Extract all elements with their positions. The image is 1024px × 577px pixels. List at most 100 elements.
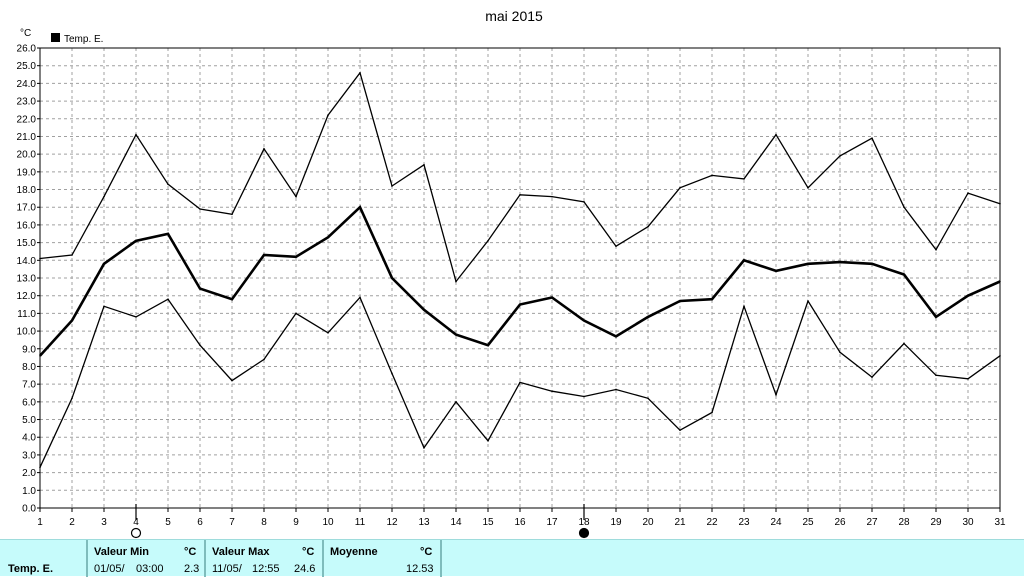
data-point-max (327, 114, 329, 117)
data-point-max (391, 185, 393, 187)
x-tick-label: 7 (229, 517, 235, 528)
data-point-mean (519, 303, 521, 306)
data-point-max (839, 155, 841, 157)
data-point-min (135, 316, 137, 318)
chart-title: mai 2015 (485, 8, 543, 24)
data-point-min (743, 305, 745, 308)
data-point-min (775, 393, 777, 396)
y-tick-label: 21.0 (17, 132, 37, 143)
grid (40, 48, 1000, 508)
data-point-max (743, 178, 745, 180)
x-tick-label: 8 (261, 517, 267, 528)
y-tick-label: 6.0 (22, 397, 36, 408)
data-point-mean (487, 344, 489, 347)
y-tick-label: 9.0 (22, 344, 36, 355)
data-point-min (839, 351, 841, 354)
data-point-max (679, 186, 681, 189)
y-tick-label: 3.0 (22, 450, 36, 461)
x-tick-label: 30 (962, 517, 974, 528)
data-point-min (615, 388, 617, 391)
y-tick-label: 17.0 (17, 203, 37, 214)
x-tick-label: 23 (738, 517, 750, 528)
x-tick-label: 12 (386, 517, 398, 528)
y-tick-label: 2.0 (22, 468, 36, 479)
x-tick-label: 5 (165, 517, 171, 528)
x-tick-label: 9 (293, 517, 299, 528)
legend-entry: Temp. E. (64, 34, 103, 45)
temperature-chart: mai 2015 °C Temp. E. 0.0 1.0 2.0 3.0 4.0 5.0 6… (17, 8, 1006, 539)
max-value: 24.6 (294, 563, 316, 575)
data-point-max (967, 192, 969, 194)
x-tick-label: 27 (866, 517, 878, 528)
max-cell: Valeur Max °C 11/05/ 12:55 24.6 (206, 540, 324, 577)
max-time: 12:55 (252, 563, 280, 575)
series-name: Temp. E. (8, 563, 54, 575)
data-point-max (871, 137, 873, 140)
max-unit: °C (302, 546, 315, 558)
data-point-max (199, 208, 201, 210)
x-axis-ticks: 1 2 3 4 5 6 7 8 9 10 11 12 13 14 15 16 17 18 19 20 21 22 23 24 2… (37, 508, 1006, 528)
data-point-min (295, 312, 297, 315)
x-tick-label: 19 (610, 517, 622, 528)
data-point-mean (935, 316, 937, 318)
data-point-min (103, 305, 105, 308)
data-point-mean (871, 263, 873, 265)
data-point-min (167, 298, 169, 301)
data-point-mean (263, 254, 265, 256)
plot-frame (39, 47, 1001, 509)
data-point-min (327, 332, 329, 334)
data-point-mean (135, 240, 137, 242)
data-point-max (71, 254, 73, 256)
data-point-max (231, 213, 233, 216)
data-point-min (903, 342, 905, 345)
y-axis-unit: °C (20, 28, 31, 39)
x-tick-label: 22 (706, 517, 718, 528)
avg-label: Moyenne (330, 546, 378, 558)
data-point-max (775, 133, 777, 136)
data-point-mean (775, 270, 777, 272)
min-cell: Valeur Min °C 01/05/ 03:00 2.3 (88, 540, 206, 577)
y-tick-label: 11.0 (17, 309, 36, 320)
data-point-mean (711, 298, 713, 301)
y-tick-label: 19.0 (17, 167, 37, 178)
y-tick-label: 23.0 (17, 97, 37, 108)
x-tick-label: 20 (642, 517, 654, 528)
avg-value: 12.53 (406, 563, 434, 575)
avg-cell: Moyenne °C 12.53 (324, 540, 442, 577)
x-tick-label: 17 (546, 517, 558, 528)
data-point-max (423, 163, 425, 166)
data-point-max (583, 201, 585, 203)
x-tick-label: 26 (834, 517, 846, 528)
x-tick-label: 21 (674, 517, 686, 528)
data-point-mean (647, 316, 649, 318)
min-label: Valeur Min (94, 546, 150, 558)
x-tick-label: 18 (578, 517, 590, 528)
data-point-min (455, 401, 457, 403)
data-point-mean (423, 309, 425, 311)
min-value: 2.3 (184, 563, 200, 575)
x-tick-label: 13 (418, 517, 430, 528)
y-tick-label: 8.0 (22, 362, 36, 373)
y-tick-label: 22.0 (17, 114, 37, 125)
y-tick-label: 10.0 (17, 327, 37, 338)
x-tick-label: 4 (133, 517, 139, 528)
legend-swatch (51, 33, 60, 42)
x-tick-label: 14 (450, 517, 462, 528)
y-tick-label: 20.0 (17, 150, 37, 161)
data-point-max (903, 206, 905, 209)
data-point-min (711, 411, 713, 414)
moon-markers (130, 504, 590, 539)
data-point-min (263, 358, 265, 361)
x-tick-label: 1 (37, 517, 43, 528)
data-point-mean (903, 273, 905, 276)
data-point-mean (103, 263, 105, 265)
data-point-mean (327, 236, 329, 239)
x-tick-label: 28 (898, 517, 910, 528)
max-date: 11/05/ (212, 563, 242, 575)
y-tick-label: 15.0 (17, 238, 37, 249)
x-tick-label: 10 (322, 517, 334, 528)
data-point-mean (455, 333, 457, 336)
x-tick-label: 25 (802, 517, 814, 528)
y-tick-label: 1.0 (22, 486, 36, 497)
x-tick-label: 15 (482, 517, 494, 528)
